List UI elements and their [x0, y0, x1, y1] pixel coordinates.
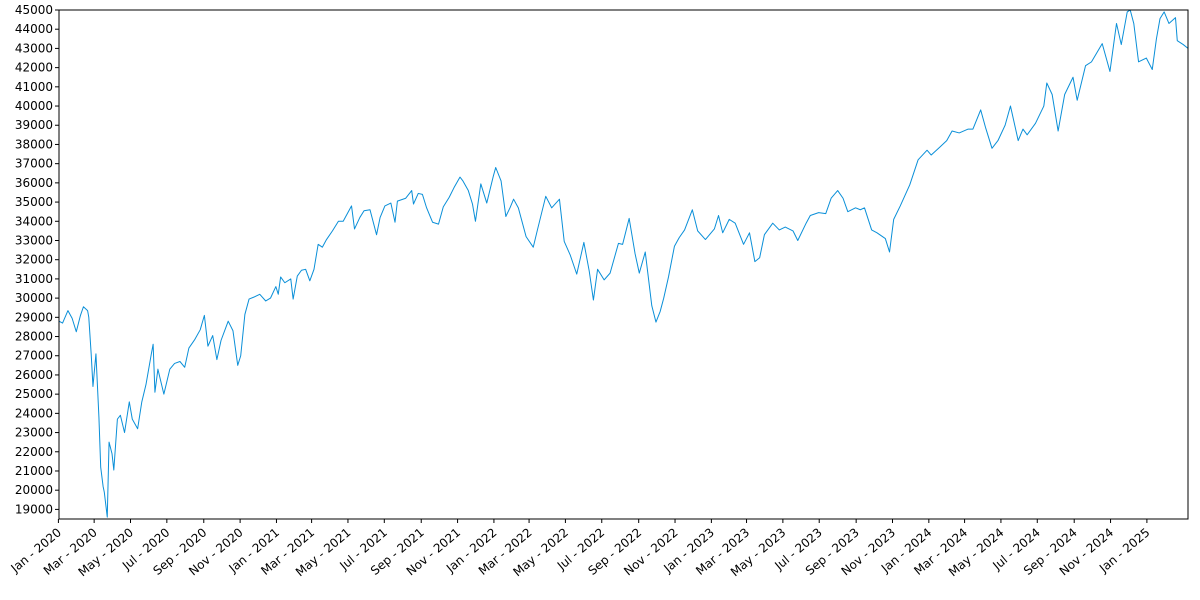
y-tick-label: 28000: [15, 330, 53, 344]
series-line-0: [58, 9, 1189, 518]
y-tick-label: 40000: [15, 99, 53, 113]
y-tick-label: 27000: [15, 349, 53, 363]
y-tick-label: 24000: [15, 406, 53, 420]
y-tick-label: 37000: [15, 157, 53, 171]
y-tick-label: 39000: [15, 118, 53, 132]
y-axis: 19000 20000 21000 22000 23000 24000 25000 26000…: [15, 3, 59, 516]
y-tick-label: 31000: [15, 272, 53, 286]
y-tick-label: 19000: [15, 502, 53, 516]
y-tick-label: 44000: [15, 22, 53, 36]
y-tick-label: 38000: [15, 137, 53, 151]
y-tick-label: 21000: [15, 464, 53, 478]
y-tick-label: 32000: [15, 253, 53, 267]
y-tick-label: 26000: [15, 368, 53, 382]
y-tick-label: 29000: [15, 310, 53, 324]
y-tick-label: 41000: [15, 80, 53, 94]
series-layer: [58, 9, 1189, 518]
y-tick-label: 45000: [15, 3, 53, 17]
y-tick-label: 33000: [15, 233, 53, 247]
y-tick-label: 30000: [15, 291, 53, 305]
y-tick-label: 34000: [15, 214, 53, 228]
y-tick-label: 20000: [15, 483, 53, 497]
y-tick-label: 36000: [15, 176, 53, 190]
y-tick-label: 35000: [15, 195, 53, 209]
y-tick-label: 23000: [15, 426, 53, 440]
y-tick-label: 43000: [15, 41, 53, 55]
plot-frame: [58, 9, 1189, 520]
y-tick-label: 22000: [15, 445, 53, 459]
y-tick-label: 42000: [15, 61, 53, 75]
y-tick-label: 25000: [15, 387, 53, 401]
